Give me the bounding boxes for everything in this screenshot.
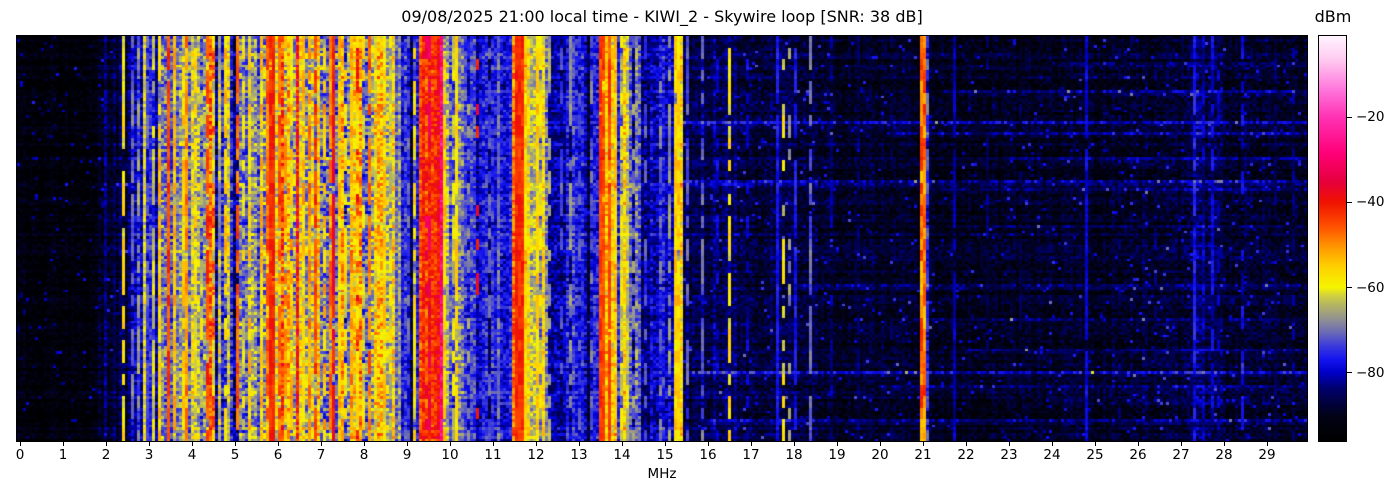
colorbar-tick-label: −20 xyxy=(1356,109,1385,125)
x-tick-label: 3 xyxy=(144,447,154,463)
x-tick-label: 21 xyxy=(914,447,932,463)
x-tick-mark xyxy=(406,442,408,446)
x-tick-label: 2 xyxy=(101,447,111,463)
x-tick-mark xyxy=(707,442,709,446)
plot-area xyxy=(16,35,1308,442)
x-tick-mark xyxy=(1137,442,1139,446)
x-tick-label: 27 xyxy=(1172,447,1190,463)
x-tick-mark xyxy=(922,442,924,446)
x-tick-mark xyxy=(320,442,322,446)
x-tick-label: 13 xyxy=(570,447,588,463)
colorbar-tick-label: −60 xyxy=(1356,279,1385,296)
x-tick-mark xyxy=(621,442,623,446)
colorbar-tick-mark xyxy=(1347,116,1352,118)
x-tick-label: 23 xyxy=(1000,447,1018,463)
x-tick-label: 22 xyxy=(957,447,975,463)
colorbar-tick-label: −40 xyxy=(1356,194,1385,211)
x-tick-mark xyxy=(191,442,193,446)
x-tick-mark xyxy=(965,442,967,446)
colorbar-tick-label: −80 xyxy=(1356,364,1385,381)
x-tick-mark xyxy=(1008,442,1010,446)
x-tick-mark xyxy=(1051,442,1053,446)
x-tick-mark xyxy=(105,442,107,446)
x-tick-label: 29 xyxy=(1258,447,1276,463)
x-tick-label: 15 xyxy=(656,447,674,463)
x-tick-mark xyxy=(492,442,494,446)
colorbar xyxy=(1318,35,1347,442)
x-tick-label: 18 xyxy=(785,447,803,463)
x-tick-label: 26 xyxy=(1129,447,1147,463)
x-tick-label: 6 xyxy=(273,447,283,463)
x-tick-label: 7 xyxy=(316,447,326,463)
colorbar-tick-mark xyxy=(1347,372,1352,374)
x-tick-mark xyxy=(148,442,150,446)
x-tick-label: 14 xyxy=(613,447,631,463)
x-tick-mark xyxy=(664,442,666,446)
x-tick-label: 10 xyxy=(441,447,459,463)
x-tick-label: 19 xyxy=(828,447,846,463)
colorbar-tick-mark xyxy=(1347,201,1352,203)
x-tick-mark xyxy=(234,442,236,446)
x-tick-mark xyxy=(363,442,365,446)
x-tick-label: 11 xyxy=(484,447,502,463)
x-tick-mark xyxy=(535,442,537,446)
x-tick-label: 16 xyxy=(699,447,717,463)
x-tick-label: 1 xyxy=(58,447,68,463)
colorbar-tick-mark xyxy=(1347,287,1352,289)
x-tick-mark xyxy=(19,442,21,446)
x-tick-mark xyxy=(793,442,795,446)
x-tick-mark xyxy=(578,442,580,446)
x-tick-label: 20 xyxy=(871,447,889,463)
chart-title: 09/08/2025 21:00 local time - KIWI_2 - S… xyxy=(401,7,923,26)
x-tick-mark xyxy=(449,442,451,446)
x-tick-label: 17 xyxy=(742,447,760,463)
x-tick-label: 25 xyxy=(1086,447,1104,463)
colorbar-title: dBm xyxy=(1314,7,1352,26)
x-tick-mark xyxy=(277,442,279,446)
x-tick-label: 12 xyxy=(527,447,545,463)
x-tick-label: 5 xyxy=(230,447,240,463)
x-tick-label: 9 xyxy=(402,447,412,463)
x-tick-mark xyxy=(836,442,838,446)
x-tick-mark xyxy=(1094,442,1096,446)
x-tick-mark xyxy=(879,442,881,446)
x-tick-label: 4 xyxy=(187,447,197,463)
x-tick-label: 0 xyxy=(15,447,25,463)
x-tick-mark xyxy=(1223,442,1225,446)
waterfall-heatmap xyxy=(17,36,1307,441)
x-tick-mark xyxy=(1180,442,1182,446)
x-tick-label: 28 xyxy=(1215,447,1233,463)
x-tick-label: 8 xyxy=(359,447,369,463)
colorbar-gradient xyxy=(1319,36,1346,441)
x-axis-label: MHz xyxy=(647,466,677,482)
x-tick-mark xyxy=(1266,442,1268,446)
x-tick-label: 24 xyxy=(1043,447,1061,463)
x-tick-mark xyxy=(750,442,752,446)
x-tick-mark xyxy=(62,442,64,446)
